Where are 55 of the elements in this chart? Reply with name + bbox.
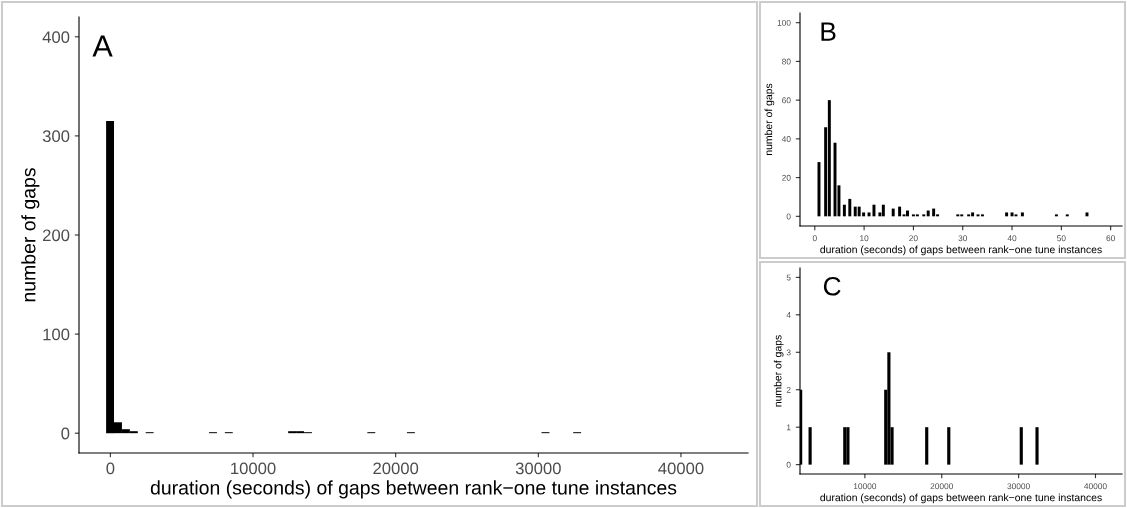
bar: [842, 204, 846, 217]
bar: [1020, 212, 1024, 217]
x-tick-label: 20000: [930, 483, 954, 490]
bar: [898, 206, 902, 217]
annotation: C: [823, 276, 841, 296]
x-tick-label: 30: [958, 235, 968, 242]
bar: [1005, 212, 1009, 217]
x-tick-label: 30000: [1007, 483, 1030, 490]
annotation: B: [821, 22, 836, 41]
x-tick-label: 20: [909, 235, 918, 242]
y-tick-label: 2: [786, 386, 791, 393]
x-tick-label: 10: [860, 235, 869, 242]
bar: [853, 206, 857, 217]
x-tick-label: 20000: [373, 462, 419, 475]
bar: [881, 204, 885, 217]
bar: [857, 206, 861, 217]
y-tick-label: 1: [786, 424, 791, 431]
y-tick-label: 100: [43, 328, 70, 341]
y-tick-label: 300: [42, 130, 70, 143]
y-tick-label: 0: [61, 427, 70, 440]
y-tick-label: 3: [786, 349, 791, 356]
bar: [971, 212, 975, 217]
x-tick-label: 40: [1007, 235, 1017, 242]
y-tick-label: 4: [786, 312, 791, 318]
y-tick-label: 100: [777, 19, 791, 26]
y-tick-label: 20: [782, 174, 791, 181]
x-tick-label: 30000: [515, 462, 561, 475]
x-tick-label: 50: [1057, 235, 1066, 242]
bar: [932, 208, 936, 217]
x-tick-label: 40000: [658, 462, 704, 475]
x-tick-label: 10000: [231, 462, 276, 475]
annotation: A: [92, 35, 113, 57]
x-tick-label: 60: [1106, 235, 1115, 242]
bar: [848, 198, 852, 217]
x-axis-title: duration (seconds) of gaps between rank−one tune instances: [150, 480, 677, 499]
x-axis-title: duration (seconds) of gaps between rank−one tune instances: [820, 493, 1102, 504]
y-tick-label: 200: [43, 229, 70, 242]
y-axis-title: number of gaps: [773, 335, 784, 407]
y-axis-title: number of gaps: [764, 83, 775, 155]
x-tick-label: 0: [106, 462, 115, 475]
y-tick-label: 5: [786, 274, 791, 281]
bar: [827, 100, 831, 217]
y-tick-label: 80: [782, 58, 791, 65]
bar: [1010, 212, 1014, 217]
y-tick-label: 60: [782, 97, 791, 104]
x-tick-label: 40000: [1084, 483, 1107, 490]
bar: [872, 204, 876, 217]
x-tick-label: 0: [812, 235, 817, 242]
y-tick-label: 40: [781, 136, 791, 142]
x-tick-label: 10000: [853, 483, 877, 490]
x-axis-title: duration (seconds) of gaps between rank−one tune instances: [820, 245, 1102, 256]
bar: [891, 208, 895, 217]
y-axis-title: number of gaps: [21, 168, 40, 302]
y-tick-label: 0: [786, 213, 791, 220]
y-tick-label: 400: [42, 31, 70, 44]
